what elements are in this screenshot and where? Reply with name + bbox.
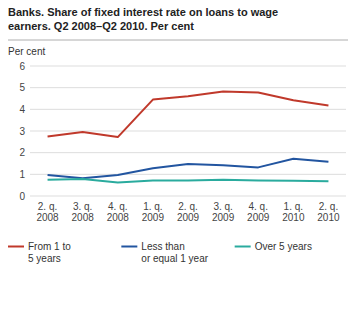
legend-swatch [8, 246, 24, 248]
x-tick-label: 3. q.2009 [212, 201, 235, 223]
x-tick-label: 2. q.2009 [177, 201, 200, 223]
legend-label: From 1 to5 years [28, 241, 71, 264]
x-tick-label: 4. q.2008 [107, 201, 130, 223]
y-axis-label: Per cent [8, 46, 45, 57]
series-line [48, 92, 329, 138]
x-tick-label: 1. q.2009 [142, 201, 165, 223]
chart: Banks. Share of fixed interest rate on l… [0, 0, 356, 317]
title-rule [8, 40, 348, 41]
y-tick-label: 4 [19, 104, 25, 115]
grid-line [30, 131, 346, 132]
y-tick-label: 3 [19, 126, 25, 137]
grid-line [30, 196, 346, 197]
lines [48, 92, 329, 183]
legend-swatch [235, 246, 251, 248]
x-tick-label: 2. q.2010 [317, 201, 340, 223]
y-tick-label: 2 [19, 147, 25, 158]
legend-label: Less thanor equal 1 year [141, 241, 208, 264]
legend: From 1 to5 years Less thanor equal 1 year… [8, 241, 312, 264]
grid-line [30, 66, 346, 67]
y-tick-label: 6 [19, 61, 25, 72]
legend-label: Over 5 years [255, 241, 312, 252]
series-line [48, 159, 329, 179]
legend-swatch [121, 246, 137, 248]
y-tick-label: 0 [19, 191, 25, 202]
series-line [48, 179, 329, 182]
grid [30, 66, 346, 196]
x-tick-label: 1. q.2010 [282, 201, 305, 223]
grid-line [30, 87, 346, 88]
grid-line [30, 109, 346, 110]
y-tick-label: 5 [19, 82, 25, 93]
x-tick-label: 3. q.2008 [72, 201, 95, 223]
grid-line [30, 174, 346, 175]
x-tick-label: 2. q.2008 [36, 201, 59, 223]
x-tick-label: 4. q.2009 [247, 201, 270, 223]
grid-line [30, 152, 346, 153]
title: Banks. Share of fixed interest rate on l… [8, 6, 278, 32]
y-tick-label: 1 [19, 169, 25, 180]
